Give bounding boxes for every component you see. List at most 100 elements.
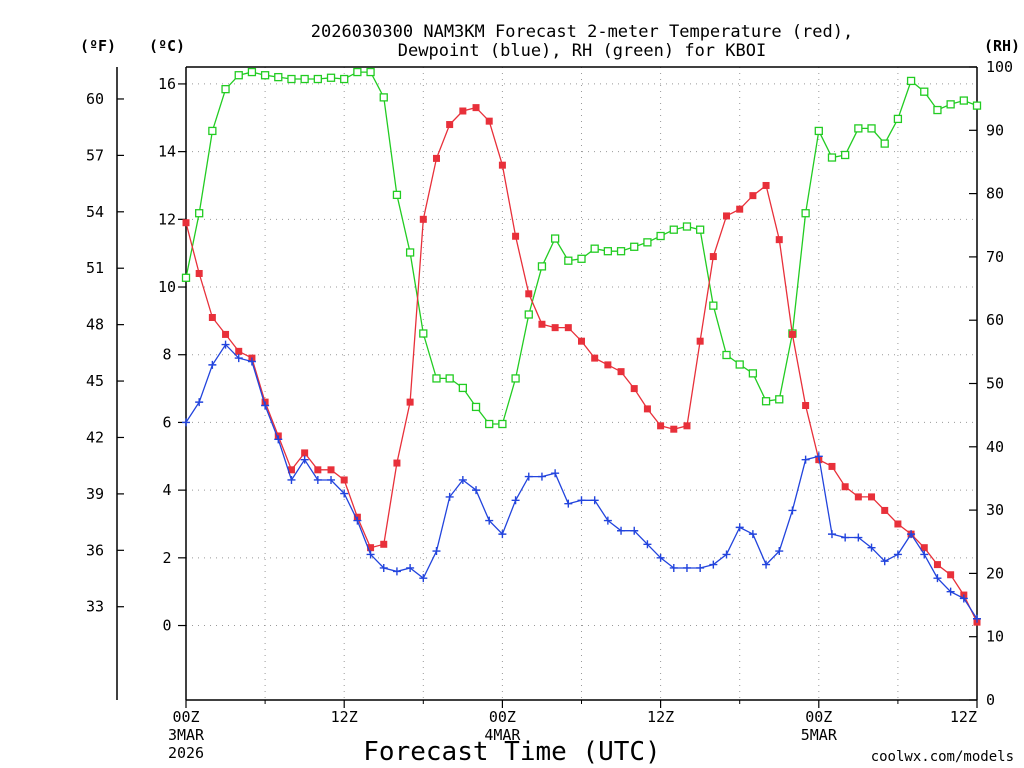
rh-point xyxy=(933,105,942,115)
rh-point xyxy=(682,222,692,231)
rh-point xyxy=(893,114,903,124)
temperature-point xyxy=(617,368,625,376)
rh-point xyxy=(313,74,322,84)
dewpoint-point xyxy=(827,530,836,539)
dewpoint-point xyxy=(656,553,665,562)
dewpoint-point xyxy=(208,360,217,369)
temperature-point xyxy=(538,320,546,328)
x-axis-label: Forecast Time (UTC) xyxy=(363,737,660,767)
temperature-point xyxy=(472,104,480,112)
temperature-point xyxy=(459,107,467,115)
rh-point xyxy=(181,273,191,282)
dewpoint-point xyxy=(893,550,902,559)
dewpoint-point xyxy=(379,563,388,572)
temperature-point xyxy=(446,121,454,129)
rh-point xyxy=(920,87,929,96)
rh-point xyxy=(643,238,652,247)
rh-point xyxy=(537,262,547,271)
temperature-point xyxy=(894,520,902,528)
x-year-label: 2026 xyxy=(168,744,204,762)
rh-point xyxy=(234,71,243,80)
temperature-point xyxy=(762,181,770,189)
fahrenheit-unit-label: (ºF) xyxy=(80,37,116,55)
rh-point xyxy=(485,419,494,429)
rh-point xyxy=(709,301,718,310)
axes: 0 2 4 6 8 10 12 14 16 33 36 39 42 45 48 51 54 57 60 0 10 20 30… xyxy=(86,58,1013,762)
rh-tick-label: 70 xyxy=(986,248,1004,266)
temperature-point xyxy=(802,402,810,410)
rh-tick-label: 80 xyxy=(986,185,1004,203)
dewpoint-point xyxy=(195,398,204,407)
temperature-point xyxy=(723,212,731,220)
chart-title-line2: Dewpoint (blue), RH (green) for KBOI xyxy=(398,41,766,61)
rh-point xyxy=(300,74,309,84)
dewpoint-point xyxy=(854,533,863,542)
temperature-point xyxy=(881,506,889,514)
temperature-point xyxy=(657,422,665,430)
x-tick-label: 00Z xyxy=(805,708,832,726)
temperature-point xyxy=(287,466,295,474)
dewpoint-point xyxy=(959,594,968,603)
rh-point xyxy=(353,67,362,77)
dewpoint-point xyxy=(933,574,942,583)
x-date-label: 3MAR xyxy=(168,726,205,744)
source-credit: coolwx.com/models xyxy=(871,749,1014,765)
dewpoint-point xyxy=(419,574,428,583)
temperature-point xyxy=(432,154,440,162)
rh-point xyxy=(511,374,520,383)
dewpoint-point xyxy=(261,401,270,410)
dewpoint-point xyxy=(603,516,612,525)
temperature-point xyxy=(327,466,335,474)
fahrenheit-tick-label: 39 xyxy=(86,485,104,503)
rh-point xyxy=(247,67,257,77)
temperature-point xyxy=(868,493,876,501)
rh-point xyxy=(946,100,955,109)
x-date-label: 4MAR xyxy=(484,726,521,744)
rh-point xyxy=(696,225,705,234)
temperature-point xyxy=(709,253,717,261)
temperature-point xyxy=(367,544,375,552)
rh-point xyxy=(366,67,375,77)
rh-point xyxy=(445,374,454,383)
dewpoint-point xyxy=(577,496,586,505)
rh-point xyxy=(326,73,336,82)
rh-tick-label: 10 xyxy=(986,628,1004,646)
rh-tick-label: 60 xyxy=(986,311,1004,329)
rh-point xyxy=(775,395,784,404)
rh-tick-label: 90 xyxy=(986,121,1004,139)
temperature-point xyxy=(933,561,941,569)
rh-point xyxy=(801,209,810,218)
temperature-point xyxy=(604,361,612,369)
temperature-point xyxy=(578,337,585,345)
dewpoint-point xyxy=(313,475,322,484)
temperature-point xyxy=(947,571,955,579)
fahrenheit-tick-label: 33 xyxy=(86,598,104,616)
x-tick-label: 12Z xyxy=(950,708,977,726)
temperature-point xyxy=(854,493,862,501)
celsius-tick-label: 12 xyxy=(158,210,176,228)
temperature-point xyxy=(393,459,401,467)
temperature-point xyxy=(419,215,427,223)
temperature-point xyxy=(498,161,506,169)
dewpoint-point xyxy=(973,614,981,623)
temperature-point xyxy=(525,290,533,298)
dewpoint-point xyxy=(775,547,784,556)
temperature-point xyxy=(380,540,388,548)
dewpoint-point xyxy=(920,550,929,559)
temperature-point xyxy=(920,544,928,552)
rh-point xyxy=(669,225,678,234)
dewpoint-point xyxy=(590,496,599,505)
rh-point xyxy=(656,231,665,241)
fahrenheit-tick-label: 60 xyxy=(86,90,104,108)
rh-point xyxy=(959,96,968,105)
temperature-point xyxy=(643,405,651,413)
rh-tick-label: 20 xyxy=(986,564,1004,582)
fahrenheit-tick-label: 54 xyxy=(86,203,104,221)
x-tick-label: 12Z xyxy=(331,708,358,726)
dewpoint-point xyxy=(247,357,256,366)
series-line xyxy=(185,106,978,623)
temperature-point xyxy=(485,117,493,125)
dewpoint-point xyxy=(472,486,481,495)
rh-point xyxy=(748,369,758,378)
